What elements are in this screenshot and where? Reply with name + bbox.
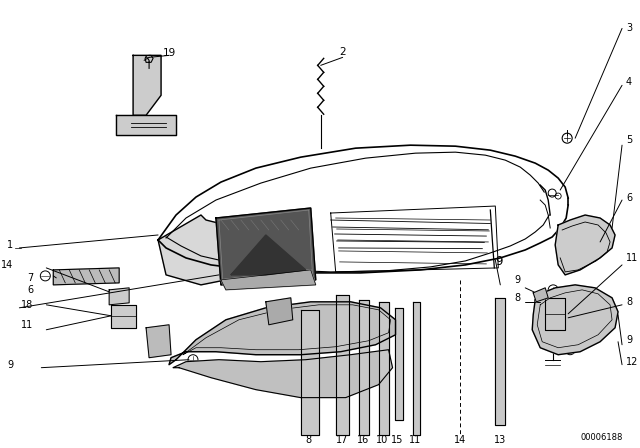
- Polygon shape: [379, 302, 388, 435]
- Text: 8: 8: [514, 293, 520, 303]
- Polygon shape: [266, 298, 292, 325]
- Text: 9: 9: [626, 335, 632, 345]
- Text: 14: 14: [1, 260, 13, 270]
- Polygon shape: [301, 310, 319, 435]
- Text: 2: 2: [339, 47, 346, 57]
- Text: 11: 11: [21, 320, 33, 330]
- Text: 6: 6: [626, 193, 632, 203]
- Polygon shape: [111, 305, 136, 328]
- Text: 18: 18: [21, 300, 33, 310]
- Text: 15: 15: [391, 435, 404, 444]
- Polygon shape: [133, 56, 161, 115]
- Text: 9: 9: [7, 360, 13, 370]
- Polygon shape: [413, 302, 420, 435]
- Circle shape: [142, 71, 156, 85]
- Polygon shape: [555, 215, 615, 275]
- Text: 17: 17: [335, 435, 348, 444]
- Text: 10: 10: [376, 435, 388, 444]
- Text: 19: 19: [163, 48, 175, 58]
- Text: 7: 7: [27, 273, 33, 283]
- Text: 8: 8: [306, 435, 312, 444]
- Polygon shape: [146, 325, 171, 358]
- Text: 00006188: 00006188: [580, 433, 623, 442]
- Polygon shape: [158, 215, 226, 285]
- Polygon shape: [358, 300, 369, 435]
- Polygon shape: [231, 235, 306, 275]
- Polygon shape: [173, 350, 392, 398]
- Polygon shape: [109, 288, 129, 305]
- Polygon shape: [221, 270, 316, 290]
- Polygon shape: [335, 295, 349, 435]
- Text: 6: 6: [28, 285, 33, 295]
- Text: 8: 8: [626, 297, 632, 307]
- Text: 9: 9: [514, 275, 520, 285]
- Polygon shape: [394, 308, 403, 420]
- Polygon shape: [545, 298, 565, 330]
- Text: 16: 16: [356, 435, 369, 444]
- Text: 3: 3: [626, 23, 632, 34]
- Polygon shape: [53, 268, 119, 285]
- Text: 12: 12: [626, 357, 639, 367]
- Text: 11: 11: [626, 253, 638, 263]
- Text: 14: 14: [454, 435, 467, 444]
- Polygon shape: [533, 288, 548, 302]
- Polygon shape: [532, 285, 618, 355]
- Polygon shape: [116, 115, 176, 135]
- Text: 4: 4: [626, 78, 632, 87]
- Polygon shape: [216, 208, 316, 285]
- Text: 5: 5: [626, 135, 632, 145]
- Text: 11: 11: [410, 435, 422, 444]
- Text: 1: 1: [7, 240, 13, 250]
- Text: 13: 13: [494, 435, 506, 444]
- Text: 9: 9: [495, 255, 503, 268]
- Polygon shape: [169, 302, 396, 365]
- Polygon shape: [495, 298, 506, 425]
